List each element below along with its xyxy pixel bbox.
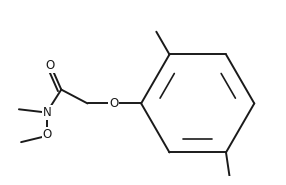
Text: N: N [43, 106, 52, 119]
Text: O: O [109, 97, 118, 110]
Text: O: O [43, 128, 52, 141]
Text: O: O [46, 59, 55, 72]
